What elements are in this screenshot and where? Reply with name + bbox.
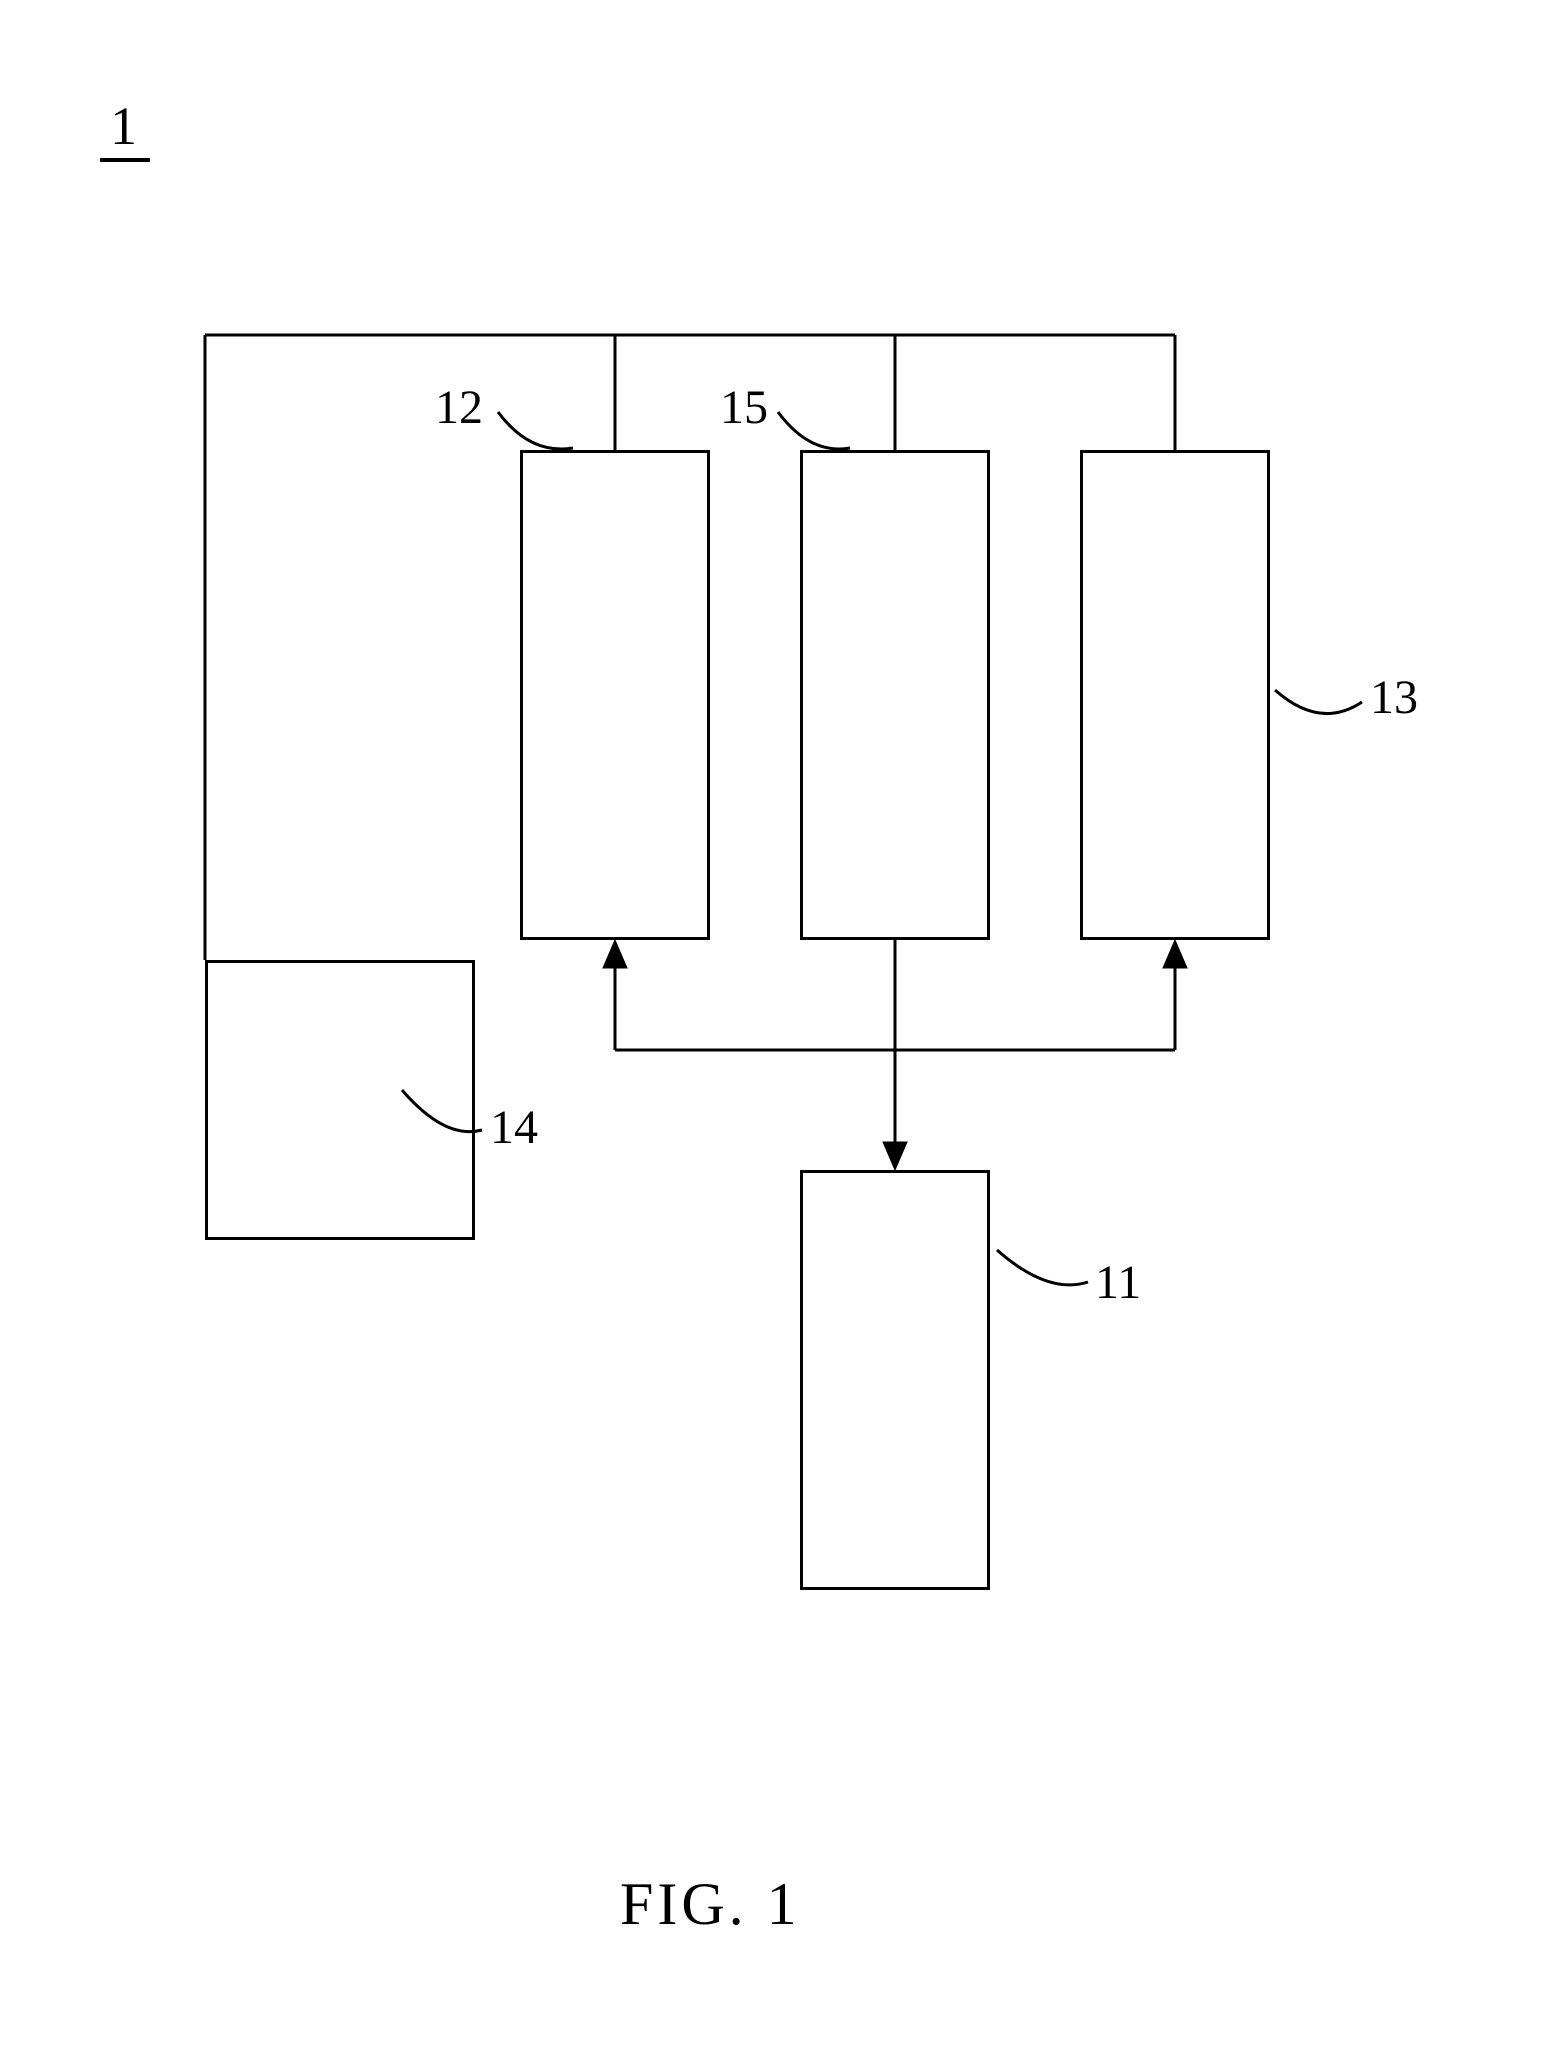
leader-12: [498, 412, 573, 449]
label-12: 12: [435, 380, 483, 435]
leader-11: [997, 1250, 1088, 1285]
box-15: [800, 450, 990, 940]
label-11: 11: [1095, 1255, 1141, 1310]
label-15: 15: [720, 380, 768, 435]
box-13: [1080, 450, 1270, 940]
figure-ref-label: 1: [110, 95, 137, 157]
figure-ref-underline: [100, 158, 150, 162]
arrow-into-12: [603, 940, 627, 968]
leader-15: [778, 412, 850, 449]
box-14: [205, 960, 475, 1240]
arrow-into-11: [883, 1142, 907, 1170]
figure-caption: FIG. 1: [620, 1870, 801, 1939]
label-13: 13: [1370, 670, 1418, 725]
label-14: 14: [490, 1100, 538, 1155]
leader-13: [1275, 690, 1362, 714]
box-12: [520, 450, 710, 940]
box-11: [800, 1170, 990, 1590]
figure-ref-text: 1: [110, 96, 137, 156]
arrow-into-13: [1163, 940, 1187, 968]
figure-canvas: 1 12 15 13 14 11: [0, 0, 1567, 2058]
